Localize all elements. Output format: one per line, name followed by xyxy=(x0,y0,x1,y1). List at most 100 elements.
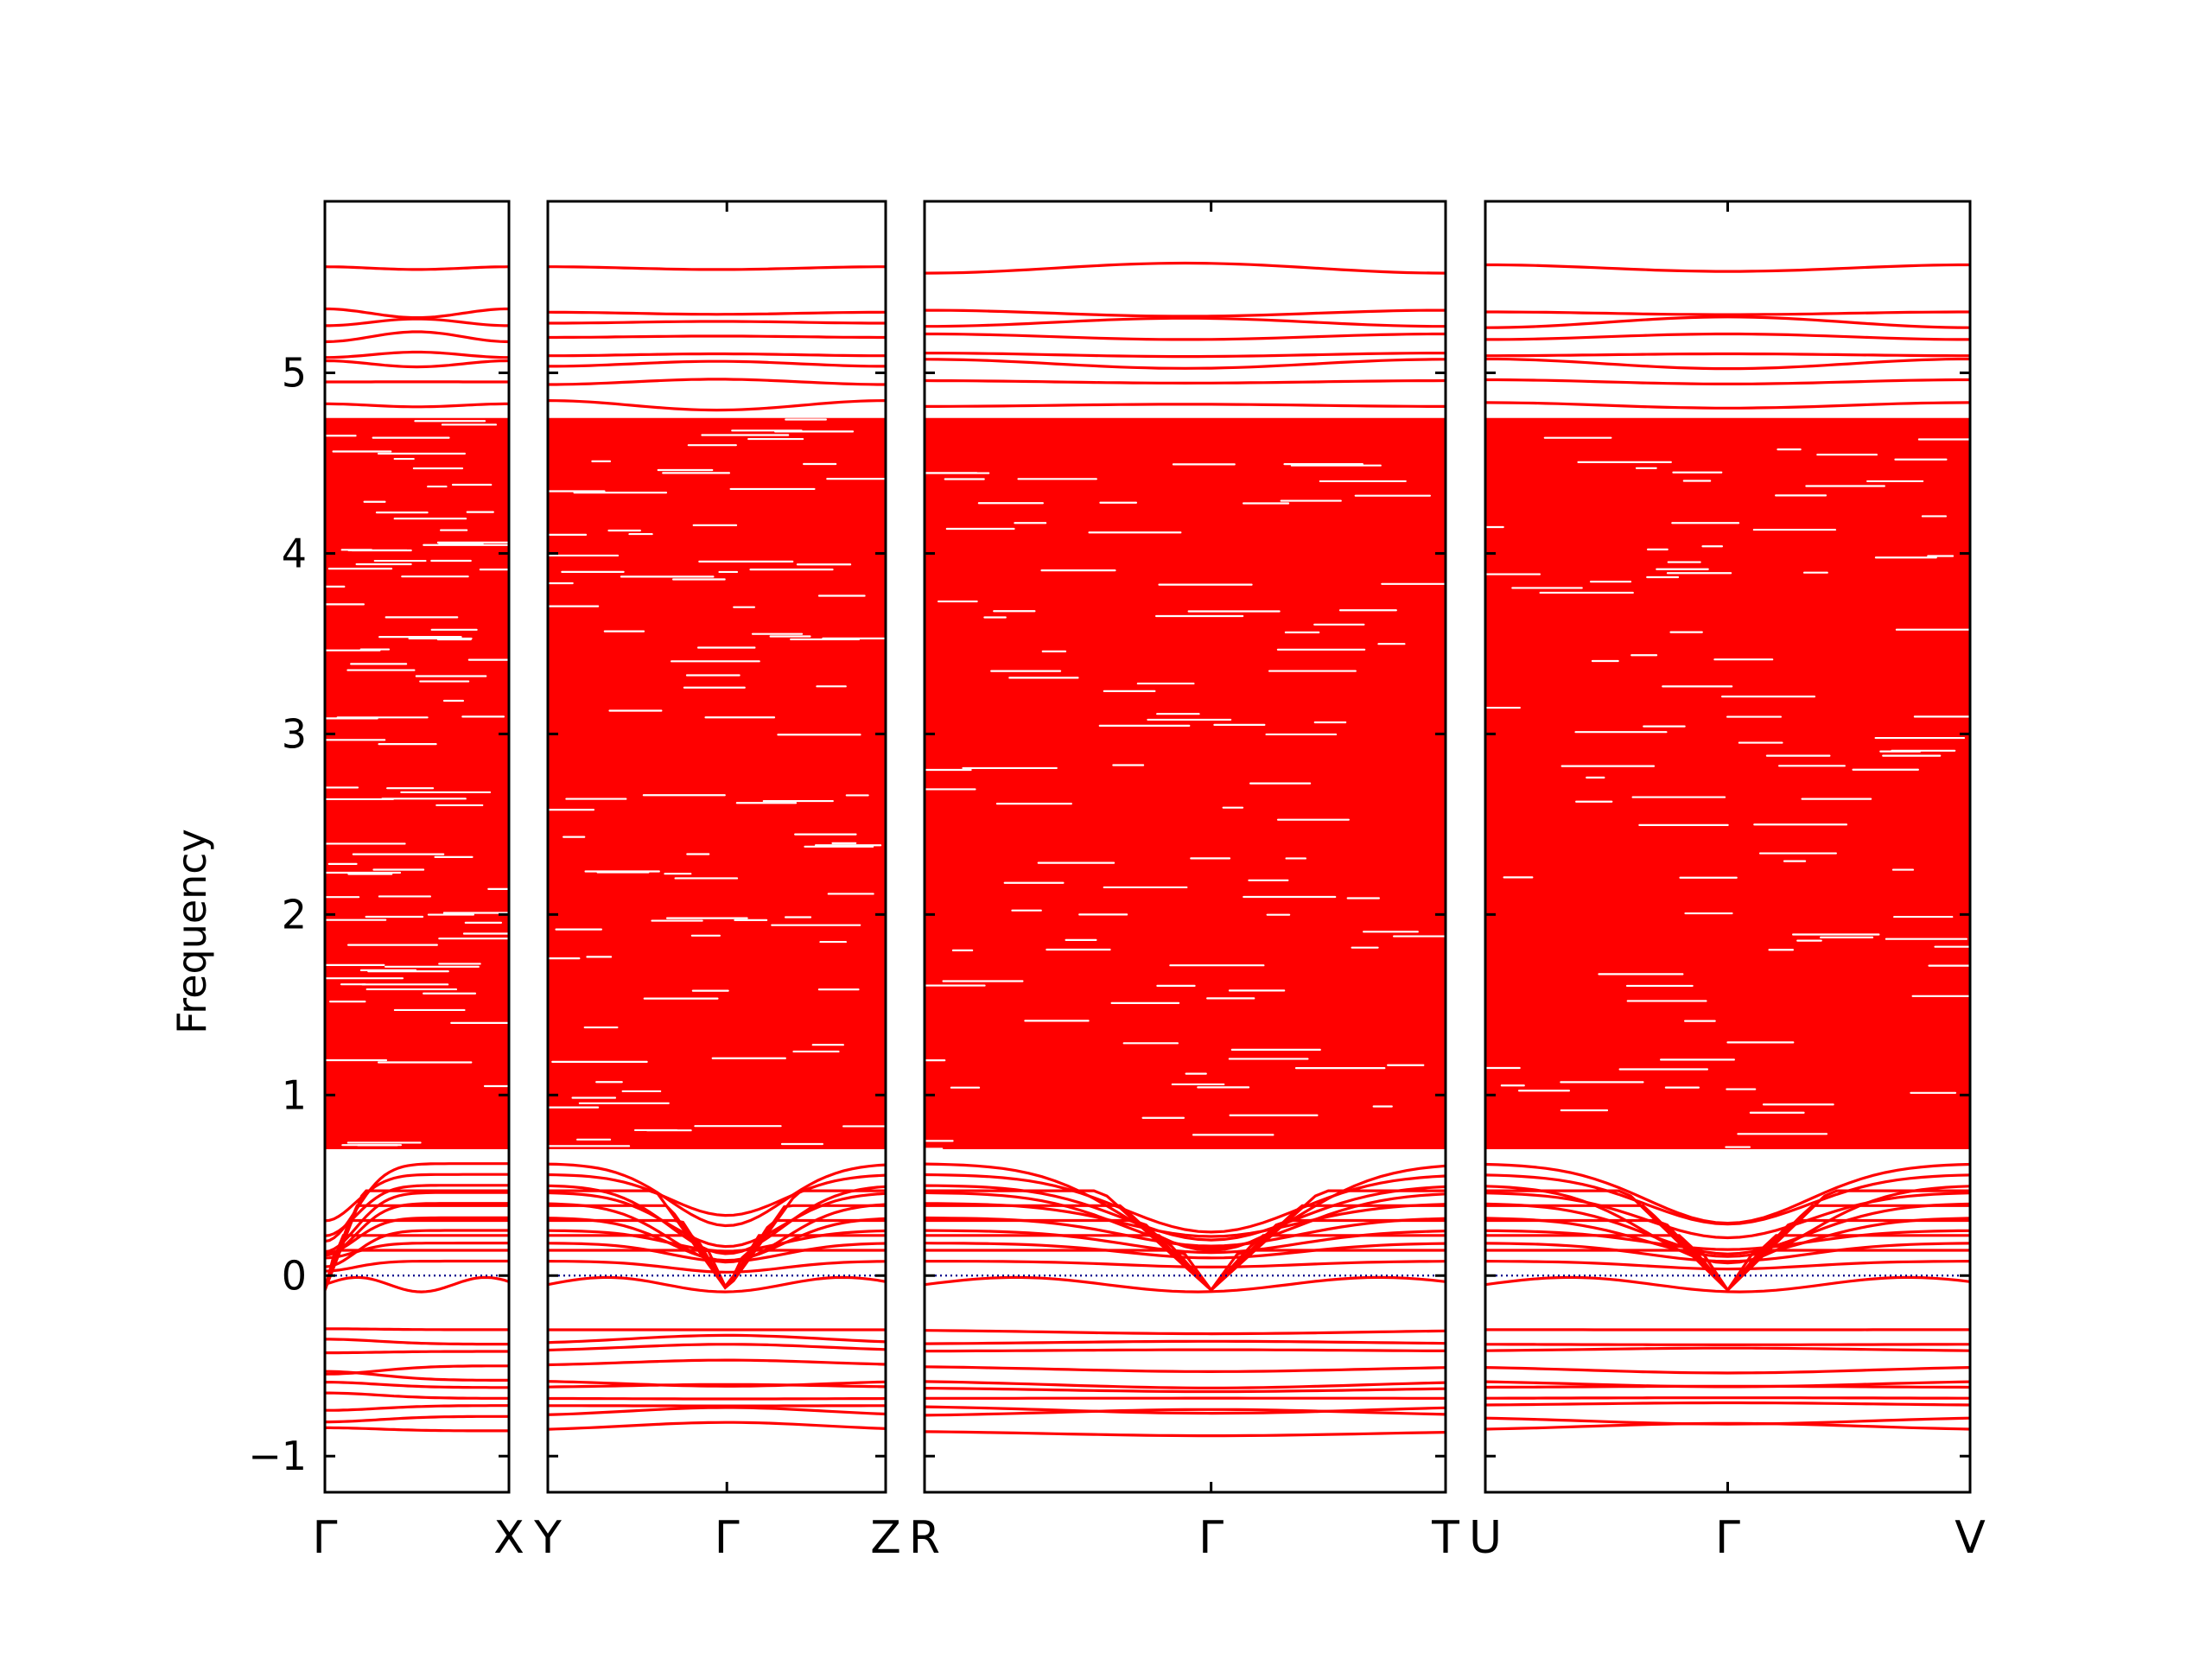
y-tick-labels: −1 0 1 2 3 4 5 xyxy=(248,350,307,1480)
low-band xyxy=(1485,1217,1970,1258)
k-point-label: Γ xyxy=(313,1512,338,1564)
low-band xyxy=(1485,1242,1970,1263)
gamma-dip-band xyxy=(925,1189,1446,1293)
negative-band xyxy=(925,1348,1446,1353)
negative-band xyxy=(325,1381,509,1389)
low-band xyxy=(548,1173,886,1217)
negative-band xyxy=(325,1391,509,1400)
negative-band xyxy=(925,1387,1446,1394)
high-band xyxy=(925,378,1446,385)
high-band xyxy=(548,399,886,412)
negative-band xyxy=(925,1339,1446,1345)
panel-3 xyxy=(923,200,1447,1494)
band-lines xyxy=(1485,263,1970,1431)
negative-band xyxy=(548,1421,886,1431)
negative-band xyxy=(548,1406,886,1416)
k-point-label: Γ xyxy=(715,1512,740,1564)
y-tick-label: 5 xyxy=(282,350,307,397)
high-band xyxy=(1485,263,1970,273)
k-point-label: U xyxy=(1469,1512,1502,1564)
y-tick-label: −1 xyxy=(248,1433,307,1479)
negative-band xyxy=(1485,1396,1970,1400)
high-band xyxy=(325,330,509,344)
high-band xyxy=(325,265,509,271)
high-band xyxy=(548,265,886,271)
negative-band xyxy=(325,1327,509,1332)
band-lines xyxy=(925,261,1446,1438)
high-band xyxy=(1485,315,1970,329)
low-band xyxy=(925,1173,1446,1234)
negative-band xyxy=(1485,1384,1970,1389)
k-point-label: Γ xyxy=(1715,1512,1740,1564)
high-band xyxy=(548,334,886,340)
dense-band-region xyxy=(325,417,509,1149)
low-band xyxy=(1485,1185,1970,1265)
gamma-dip-band xyxy=(325,1234,509,1291)
negative-band xyxy=(925,1329,1446,1336)
high-band xyxy=(925,358,1446,370)
k-point-label: T xyxy=(1431,1512,1459,1564)
negative-band xyxy=(548,1382,886,1389)
high-band xyxy=(325,350,509,359)
gamma-dip-band xyxy=(925,1249,1446,1293)
panel-frame xyxy=(323,200,511,1494)
band-lines xyxy=(325,265,509,1433)
plot-panels xyxy=(323,200,1972,1494)
high-band xyxy=(925,308,1446,318)
negative-band xyxy=(1485,1366,1970,1375)
negative-band xyxy=(925,1365,1446,1374)
negative-band xyxy=(325,1426,509,1433)
negative-band xyxy=(1485,1401,1970,1407)
negative-band xyxy=(1485,1346,1970,1352)
low-band xyxy=(1485,1202,1970,1255)
low-band xyxy=(325,1229,509,1268)
high-band xyxy=(548,359,886,368)
negative-band xyxy=(325,1404,509,1412)
low-band xyxy=(1485,1229,1970,1251)
high-band xyxy=(925,316,1446,328)
panel-frame xyxy=(923,200,1447,1494)
low-band xyxy=(1485,1162,1970,1225)
negative-band xyxy=(325,1370,509,1382)
low-band xyxy=(1485,1173,1970,1226)
panel-2 xyxy=(546,200,887,1494)
low-band xyxy=(325,1173,509,1223)
negative-band xyxy=(1485,1343,1970,1346)
y-tick-label: 1 xyxy=(282,1071,307,1118)
gamma-dip-band xyxy=(1485,1189,1970,1293)
high-band xyxy=(548,352,886,358)
negative-band xyxy=(548,1333,886,1344)
high-band xyxy=(925,352,1446,359)
panel-4 xyxy=(1484,200,1972,1494)
dense-band-region xyxy=(925,417,1446,1149)
high-band xyxy=(548,310,886,316)
high-band xyxy=(1485,401,1970,410)
high-band xyxy=(548,320,886,325)
k-point-label: Y xyxy=(533,1512,562,1564)
low-band xyxy=(548,1229,886,1253)
y-tick-label: 0 xyxy=(282,1252,307,1299)
negative-band xyxy=(925,1408,1446,1417)
high-band xyxy=(925,261,1446,275)
y-tick-label: 2 xyxy=(282,891,307,938)
high-band xyxy=(325,402,509,409)
high-band xyxy=(1485,357,1970,371)
low-band xyxy=(325,1184,509,1237)
zero-band xyxy=(325,1275,509,1294)
band-lines xyxy=(548,265,886,1431)
negative-band xyxy=(325,1338,509,1346)
negative-band xyxy=(548,1380,886,1388)
k-point-label: X xyxy=(493,1512,524,1564)
low-band xyxy=(548,1202,886,1264)
low-band xyxy=(325,1191,509,1254)
high-band xyxy=(1485,310,1970,316)
high-band xyxy=(925,403,1446,408)
low-band xyxy=(925,1184,1446,1242)
zero-band xyxy=(548,1275,886,1294)
negative-band xyxy=(925,1380,1446,1389)
low-band xyxy=(325,1259,509,1273)
high-band xyxy=(325,317,509,327)
high-band xyxy=(1485,378,1970,385)
